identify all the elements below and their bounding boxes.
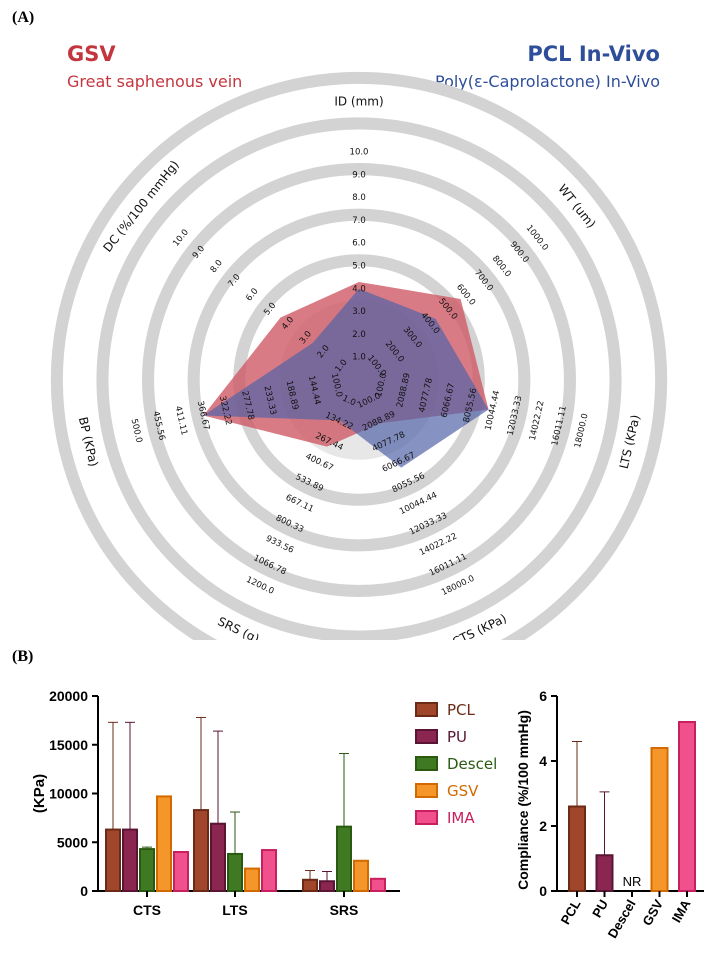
bar-descel-lts bbox=[227, 852, 243, 893]
bar-y-axis-label: (KPa) bbox=[31, 774, 48, 813]
radar-tick-label: 6.0 bbox=[352, 239, 366, 249]
gsv-title: GSV bbox=[67, 42, 116, 66]
legend-swatch-ima bbox=[415, 810, 438, 825]
bar-y-tick-label: 10000 bbox=[49, 786, 88, 802]
compliance-category-label: Descel bbox=[605, 897, 639, 941]
bar-pu-srs bbox=[319, 880, 335, 892]
bar-ima-srs bbox=[370, 877, 386, 892]
compliance-y-tick-label: 4 bbox=[539, 753, 547, 769]
bar-y-tick-label: 5000 bbox=[57, 834, 88, 850]
legend-label-pcl: PCL bbox=[447, 701, 476, 719]
compliance-y-tick-label: 6 bbox=[539, 688, 547, 704]
compliance-bar-pu bbox=[595, 854, 614, 892]
bar-y-tick-label: 15000 bbox=[49, 737, 88, 753]
radar-tick-label: 4.0 bbox=[352, 284, 366, 294]
bar-pcl-lts bbox=[193, 809, 209, 893]
radar-chart: 1.02.03.04.05.06.07.08.09.010.0ID (mm)10… bbox=[50, 71, 668, 640]
bar-pcl-cts bbox=[105, 828, 121, 893]
bar-descel-srs bbox=[336, 825, 352, 893]
compliance-category-label: PCL bbox=[558, 897, 584, 927]
compliance-category-label: IMA bbox=[669, 896, 694, 925]
legend-swatch-descel bbox=[415, 756, 438, 771]
pcl-title: PCL In-Vivo bbox=[527, 42, 660, 66]
compliance-category-label: PU bbox=[589, 897, 611, 920]
radar-tick-label: 1.0 bbox=[352, 353, 366, 363]
bar-ima-lts bbox=[261, 849, 277, 892]
compliance-category-label: GSV bbox=[639, 897, 666, 929]
compliance-y-tick-label: 0 bbox=[539, 883, 547, 899]
radar-ring bbox=[50, 71, 668, 640]
bar-category-label: CTS bbox=[133, 902, 161, 918]
legend-label-descel: Descel bbox=[447, 755, 497, 773]
bar-pcl-srs bbox=[302, 878, 318, 892]
bar-gsv-srs bbox=[353, 859, 369, 893]
radar-tick-label: 5.0 bbox=[352, 262, 366, 272]
legend-swatch-pu bbox=[415, 729, 438, 744]
radar-tick-label: 8.0 bbox=[352, 193, 366, 203]
gsv-subtitle: Great saphenous vein bbox=[67, 72, 243, 91]
legend-swatch-gsv bbox=[415, 783, 438, 798]
bar-gsv-lts bbox=[244, 867, 260, 893]
radar-ring bbox=[96, 117, 622, 640]
radar-tick-label: 3.0 bbox=[352, 307, 366, 317]
panel-label-a: (A) bbox=[12, 9, 35, 26]
bar-pu-lts bbox=[210, 822, 226, 892]
compliance-y-axis-label: Compliance (%/100 mmHg) bbox=[515, 710, 531, 890]
compliance-nr-annotation: NR bbox=[623, 874, 642, 889]
legend-label-pu: PU bbox=[447, 728, 467, 746]
radar-ring bbox=[187, 208, 531, 552]
panel-label-b: (B) bbox=[12, 648, 34, 665]
pcl-subtitle: Poly(ε-Caprolactone) In-Vivo bbox=[434, 72, 660, 91]
legend-swatch-pcl bbox=[415, 702, 438, 717]
radar-tick-label: 9.0 bbox=[352, 170, 366, 180]
compliance-y-tick-label: 2 bbox=[539, 818, 547, 834]
radar-ring bbox=[142, 163, 576, 597]
radar-axis-label: ID (mm) bbox=[334, 94, 383, 108]
compliance-bar-pcl bbox=[568, 805, 586, 892]
radar-tick-label: 10.0 bbox=[350, 148, 369, 158]
bar-pu-cts bbox=[122, 828, 138, 893]
bar-descel-cts bbox=[139, 848, 155, 893]
bar-gsv-cts bbox=[156, 795, 172, 892]
bar-y-tick-label: 20000 bbox=[49, 688, 88, 704]
radar-tick-label: 2.0 bbox=[352, 330, 366, 340]
bar-category-label: LTS bbox=[222, 902, 247, 918]
radar-series-pcl-in-vivo bbox=[203, 288, 489, 468]
compliance-bar-ima bbox=[678, 721, 696, 892]
bar-y-tick-label: 0 bbox=[80, 883, 88, 899]
legend-label-gsv: GSV bbox=[447, 782, 479, 800]
radar-tick-label: 7.0 bbox=[352, 216, 366, 226]
compliance-bar-gsv bbox=[650, 747, 669, 892]
bar-category-label: SRS bbox=[330, 902, 359, 918]
bar-ima-cts bbox=[173, 851, 189, 892]
legend-label-ima: IMA bbox=[447, 809, 475, 827]
